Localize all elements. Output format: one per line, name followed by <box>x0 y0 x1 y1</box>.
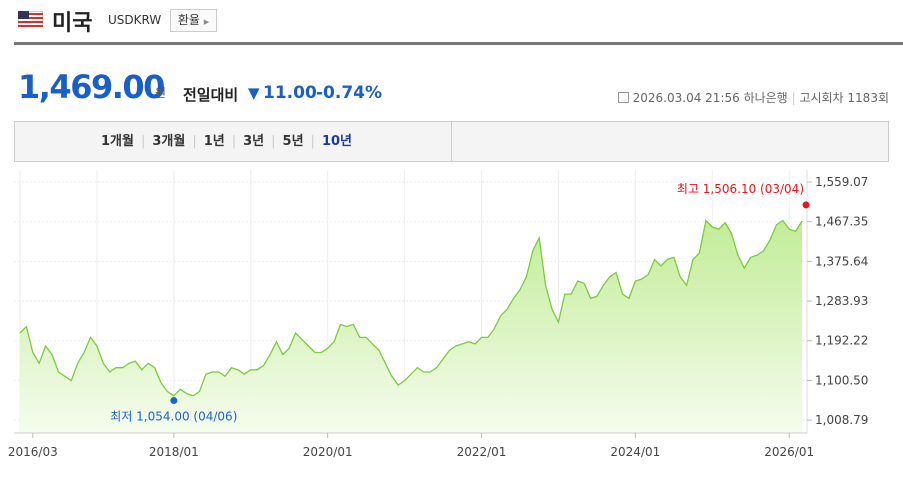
line <box>19 219 803 397</box>
down-arrow: ▼ <box>248 84 260 102</box>
x-tick-label: 2020/01 <box>303 445 353 459</box>
change-pct: -0.74% <box>316 83 383 103</box>
period-tab[interactable]: 10년 <box>321 134 352 149</box>
y-tick-label: 1,559.07 <box>815 175 868 189</box>
tab-separator: | <box>271 134 276 149</box>
x-tick-label: 2022/01 <box>457 445 507 459</box>
area-fill <box>20 220 802 433</box>
extreme-label: 최고 1,506.10 (03/04) <box>677 182 804 196</box>
title: 미국 <box>52 11 93 36</box>
x-tick-label: 2016/03 <box>8 445 58 459</box>
bank: 하나은행 <box>743 91 788 105</box>
rate-button-label: 환율 <box>177 13 200 27</box>
period-tab[interactable]: 3개월 <box>152 134 186 149</box>
flag-icon <box>18 11 43 27</box>
divider <box>14 42 903 45</box>
change-label: 전일대비 <box>183 86 239 104</box>
x-tick-label: 2024/01 <box>610 445 660 459</box>
tab-separator: | <box>192 134 197 149</box>
y-tick-label: 1,283.93 <box>815 294 868 308</box>
tab-separator: | <box>140 134 146 149</box>
y-tick-label: 1,467.35 <box>815 215 868 229</box>
rate-button[interactable]: 환율 ▶ <box>170 9 217 32</box>
tab-separator: | <box>231 134 237 149</box>
y-tick-label: 1,008.79 <box>815 413 868 427</box>
tab-separator: | <box>310 134 315 149</box>
price-unit: 원 <box>155 86 167 100</box>
round: 고시회차 1183회 <box>799 91 889 105</box>
extreme-dot <box>802 201 810 209</box>
extreme-dot <box>170 397 178 405</box>
period-tab[interactable]: 5년 <box>282 134 304 149</box>
y-tick-label: 1,375.64 <box>815 254 868 268</box>
quote-info: 2026.03.04 21:56 하나은행 | 고시회차 1183회 <box>617 89 889 106</box>
period-tab[interactable]: 3년 <box>243 134 265 149</box>
y-tick-label: 1,192.22 <box>815 334 868 348</box>
extreme-label: 최저 1,054.00 (04/06) <box>110 410 237 424</box>
period-tabs: 1개월 | 3개월 | 1년 | 3년 | 5년 | 10년 <box>14 121 889 162</box>
period-tab[interactable]: 1년 <box>203 134 225 149</box>
datetime: 2026.03.04 21:56 <box>632 91 740 105</box>
x-tick-label: 2018/01 <box>149 445 199 459</box>
code: USDKRW <box>108 13 162 27</box>
y-tick-label: 1,100.50 <box>815 373 868 387</box>
x-tick-label: 2026/01 <box>764 445 814 459</box>
period-tab[interactable]: 1개월 <box>101 134 134 149</box>
change: 11.00 <box>263 83 317 103</box>
price: 1,469.00 <box>18 68 165 106</box>
chart: 1,008.79 1,100.50 1,192.22 1,283.93 1,375.64… <box>8 170 868 459</box>
